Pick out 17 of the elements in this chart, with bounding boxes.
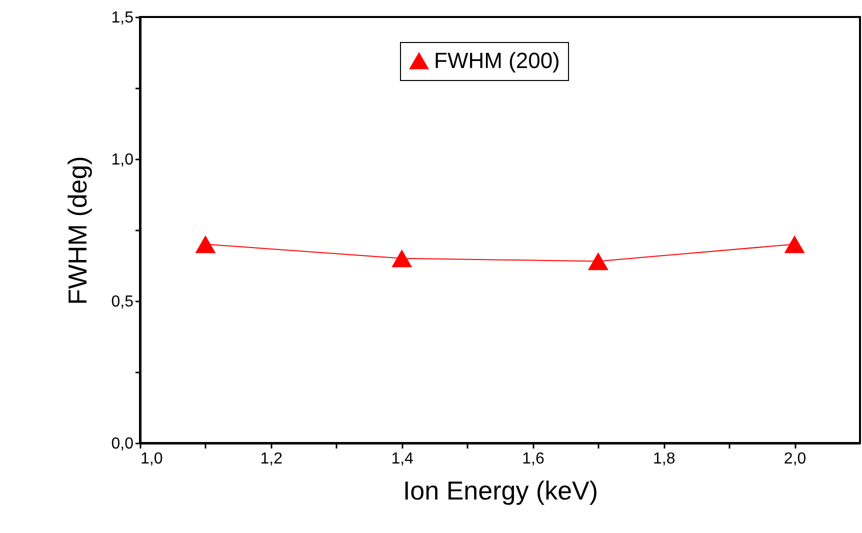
point xyxy=(588,252,608,270)
x-tick-label: 1,4 xyxy=(391,450,414,468)
x-axis-title: Ion Energy (keV) xyxy=(402,476,598,506)
point xyxy=(784,235,805,254)
y-axis-title: FWHM (deg) xyxy=(62,156,92,305)
x-tick-label: 1,6 xyxy=(522,450,544,468)
x-tick-label: 1,2 xyxy=(260,450,283,468)
y-tick-label: 1,0 xyxy=(111,152,134,168)
x-tick-label: 1,8 xyxy=(653,450,676,468)
point xyxy=(392,250,412,268)
x-tick-label: 2,0 xyxy=(784,450,806,468)
y-tick-label: 0,5 xyxy=(111,294,134,310)
point xyxy=(195,235,216,254)
y-tick-label: 1,5 xyxy=(111,10,134,26)
x-tick-label: 1,0 xyxy=(140,450,163,468)
y-tick-label: 0,0 xyxy=(111,436,134,452)
legend-label: FWHM (200) xyxy=(434,48,560,73)
